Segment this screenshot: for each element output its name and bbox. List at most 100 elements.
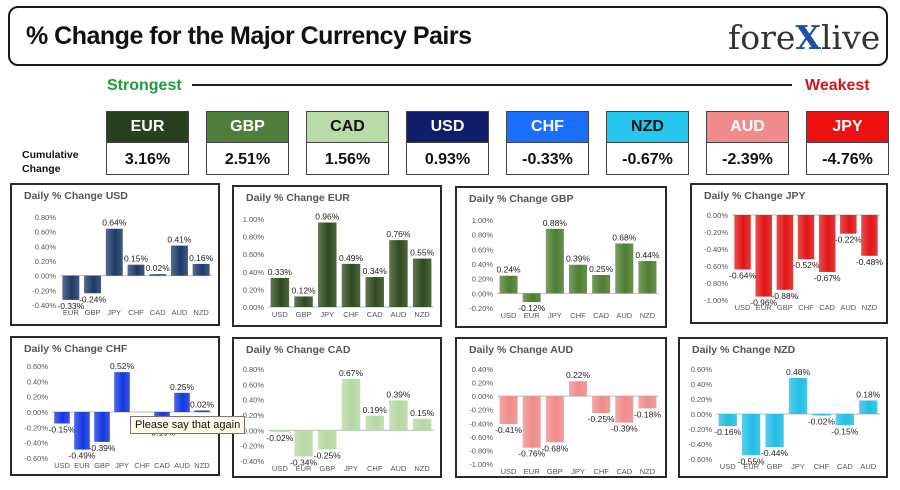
bar-chf xyxy=(568,264,588,294)
bar-aud xyxy=(170,245,188,276)
data-label-chf: 0.39% xyxy=(566,254,591,264)
bar-gbp xyxy=(94,412,110,442)
data-label-jpy: 0.22% xyxy=(566,370,591,380)
currency-box-gbp: GBP 2.51% xyxy=(206,111,289,175)
x-tick-chf: CHF xyxy=(798,303,814,312)
data-label-gbp: -0.25% xyxy=(314,451,341,461)
y-tick-label: 0.20% xyxy=(243,411,265,420)
y-tick-label: 0.00% xyxy=(472,392,494,401)
x-tick-jpy: JPY xyxy=(320,310,334,319)
y-tick-label: -0.20% xyxy=(32,286,56,295)
x-tick-chf: CHF xyxy=(814,462,830,471)
y-tick-label: -0.20% xyxy=(688,425,712,434)
x-tick-eur: EUR xyxy=(296,464,312,473)
bar-gbp xyxy=(545,396,564,443)
y-tick-label: 0.60% xyxy=(35,228,57,237)
y-tick-label: -0.60% xyxy=(688,455,712,464)
y-tick-label: 0.00% xyxy=(243,303,265,312)
bar-nzd xyxy=(861,215,878,256)
currency-box-cad: CAD 1.56% xyxy=(306,111,389,175)
y-tick-label: 0.00% xyxy=(691,410,713,419)
scale-line xyxy=(192,84,792,86)
y-tick-label: 0.20% xyxy=(691,395,713,404)
y-tick-label: 0.40% xyxy=(472,260,494,269)
y-tick-label: 0.40% xyxy=(243,268,265,277)
y-tick-label: 0.20% xyxy=(472,379,494,388)
currency-code: EUR xyxy=(107,112,188,143)
chart-title: Daily % Change JPY xyxy=(704,190,806,202)
bar-chf xyxy=(127,264,145,276)
data-label-jpy: 0.48% xyxy=(786,367,811,377)
bar-usd xyxy=(499,275,518,294)
y-tick-label: 0.80% xyxy=(243,365,265,374)
x-tick-aud: AUD xyxy=(616,311,632,320)
y-tick-label: 0.20% xyxy=(27,393,49,402)
data-label-jpy: 0.67% xyxy=(339,368,364,378)
bar-gbp xyxy=(765,414,784,447)
x-tick-eur: EUR xyxy=(74,461,90,470)
x-tick-usd: USD xyxy=(720,462,736,471)
y-tick-label: -1.00% xyxy=(469,460,493,469)
data-label-usd: 0.24% xyxy=(497,265,522,275)
y-tick-label: 0.40% xyxy=(691,380,713,389)
x-tick-nzd: NZD xyxy=(640,311,656,320)
x-tick-gbp: GBP xyxy=(547,467,563,476)
bar-jpy xyxy=(114,372,130,412)
bar-nzd xyxy=(412,418,432,431)
x-tick-cad: CAD xyxy=(819,303,835,312)
currency-box-aud: AUD -2.39% xyxy=(706,111,789,175)
data-label-nzd: 0.15% xyxy=(410,408,435,418)
x-tick-cad: CAD xyxy=(367,310,383,319)
y-tick-label: 0.00% xyxy=(35,272,57,281)
data-label-chf: 0.19% xyxy=(363,405,388,415)
x-tick-chf: CHF xyxy=(570,311,586,320)
currency-cumulative-value: -2.39% xyxy=(722,151,773,168)
data-label-aud: -0.22% xyxy=(835,235,862,245)
x-tick-jpy: JPY xyxy=(344,464,358,473)
y-tick-label: 1.00% xyxy=(243,215,265,224)
y-tick-label: -0.40% xyxy=(32,301,56,310)
chart-title: Daily % Change AUD xyxy=(469,344,573,356)
data-label-eur: -0.12% xyxy=(518,303,545,313)
data-label-nzd: 0.55% xyxy=(410,248,435,258)
chart-panel-5: Daily % Change CHF 0.60% 0.40% 0.20% 0.00% -0… xyxy=(10,336,220,476)
bar-cad xyxy=(835,414,854,426)
chart-title: Daily % Change USD xyxy=(24,190,128,202)
y-tick-label: -0.80% xyxy=(704,279,728,288)
bar-usd xyxy=(270,430,290,432)
data-label-chf: -0.02% xyxy=(808,417,835,427)
y-tick-label: -0.40% xyxy=(704,245,728,254)
y-tick-label: 0.60% xyxy=(243,380,265,389)
y-tick-label: 0.80% xyxy=(243,233,265,242)
bar-aud xyxy=(840,215,857,234)
x-tick-nzd: NZD xyxy=(640,467,656,476)
data-label-chf: 0.49% xyxy=(339,253,364,263)
y-tick-label: 0.00% xyxy=(472,289,494,298)
chart-panel-4: Daily % Change JPY 0.00% -0.20% -0.40% -0.60… xyxy=(690,183,888,324)
data-label-usd: 0.33% xyxy=(268,267,293,277)
y-tick-label: -0.20% xyxy=(704,228,728,237)
daily-change-chart: Daily % Change GBP1.00%0.80%0.60%0.40%0.… xyxy=(469,193,660,320)
bar-jpy xyxy=(545,228,564,294)
y-tick-label: 0.40% xyxy=(243,396,265,405)
data-label-usd: -0.16% xyxy=(714,427,741,437)
bar-gbp xyxy=(294,296,313,307)
bar-usd xyxy=(734,215,751,270)
y-tick-label: -0.40% xyxy=(240,457,264,466)
bar-eur xyxy=(522,293,541,303)
chart-title: Daily % Change CHF xyxy=(24,343,128,355)
x-tick-chf: CHF xyxy=(593,467,609,476)
bar-jpy xyxy=(568,381,588,397)
data-label-cad: -0.67% xyxy=(814,273,841,283)
data-label-nzd: -0.18% xyxy=(634,409,661,419)
chart-title: Daily % Change EUR xyxy=(246,192,350,204)
bar-chf xyxy=(341,263,361,307)
currency-code: CAD xyxy=(307,112,388,143)
data-label-nzd: 0.44% xyxy=(635,250,660,260)
data-label-jpy: 0.88% xyxy=(543,218,568,228)
bar-nzd xyxy=(192,263,210,276)
x-tick-usd: USD xyxy=(501,467,517,476)
currency-code: AUD xyxy=(707,112,788,143)
bar-eur xyxy=(742,414,761,456)
forexlive-logo: foreXlive xyxy=(728,18,881,57)
